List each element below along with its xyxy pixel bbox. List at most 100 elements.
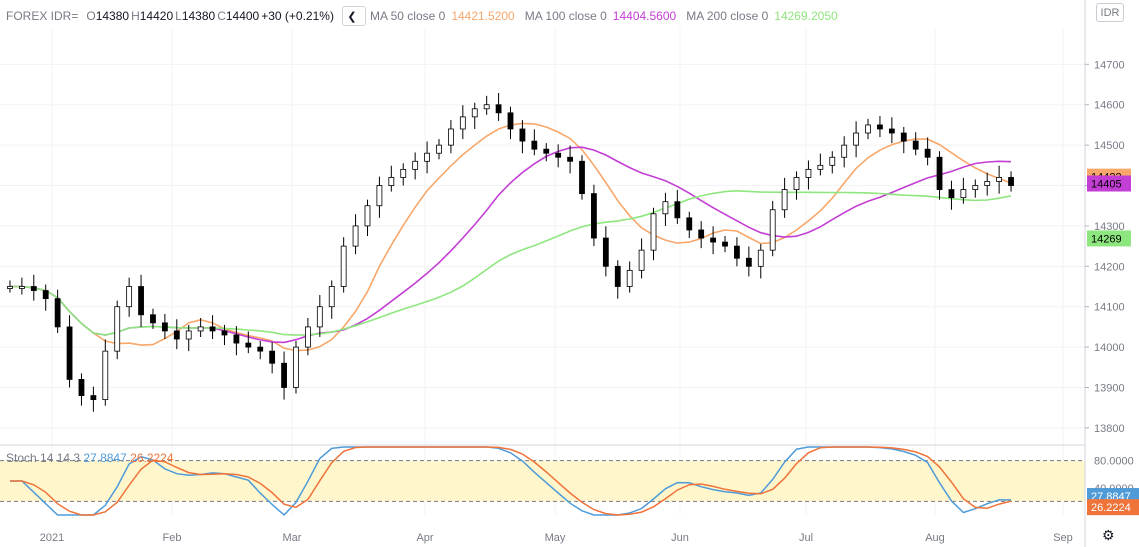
time-axis[interactable]: 2021 Feb Mar Apr May Jun Jul Aug Sep bbox=[40, 532, 1073, 544]
x-tick-label: Jun bbox=[671, 532, 689, 544]
candle-body bbox=[877, 124, 883, 130]
open-value: 14380 bbox=[95, 9, 130, 23]
candle-body bbox=[185, 330, 192, 340]
high-label: H bbox=[131, 9, 140, 23]
candle-body bbox=[90, 395, 97, 401]
candle-body bbox=[555, 152, 562, 158]
candle-body bbox=[340, 245, 347, 287]
candle-body bbox=[1008, 177, 1014, 186]
chart-grid bbox=[0, 28, 1085, 515]
candle-body bbox=[686, 217, 693, 231]
y-tick-label: 13900 bbox=[1094, 382, 1125, 394]
currency-button[interactable]: IDR bbox=[1096, 3, 1124, 22]
candle-body bbox=[54, 298, 61, 328]
y-tick-label: 14300 bbox=[1094, 221, 1125, 233]
y-tick-label: 13800 bbox=[1094, 423, 1125, 435]
candle-body bbox=[948, 189, 955, 199]
candle-body bbox=[900, 132, 907, 142]
candle-body bbox=[126, 286, 133, 308]
ma200-value: 14269.2050 bbox=[774, 9, 838, 23]
candle-body bbox=[388, 177, 395, 186]
candle-body bbox=[829, 156, 836, 166]
change-value: +30 (+0.21%) bbox=[261, 9, 334, 23]
low-label: L bbox=[175, 9, 182, 23]
candle-body bbox=[233, 334, 240, 344]
candle-body bbox=[448, 128, 454, 146]
candle-body bbox=[602, 237, 609, 267]
candle-body bbox=[996, 177, 1003, 182]
symbol-name[interactable]: FOREX IDR= bbox=[6, 9, 79, 23]
y-tick-label: 14700 bbox=[1094, 59, 1125, 71]
candle-body bbox=[769, 209, 776, 251]
stoch-lines bbox=[10, 446, 1012, 517]
candle-body bbox=[412, 160, 419, 170]
stoch-d-badge-label: 26.2224 bbox=[1091, 502, 1131, 514]
y-tick-label: 14500 bbox=[1094, 140, 1125, 152]
candle-body bbox=[936, 156, 943, 190]
y-tick-label: 14000 bbox=[1094, 342, 1125, 354]
candle-body bbox=[805, 168, 812, 178]
candle-body bbox=[841, 144, 848, 158]
candle-body bbox=[519, 128, 526, 142]
candle-body bbox=[328, 286, 335, 308]
x-tick-label: 2021 bbox=[40, 532, 64, 544]
candle-body bbox=[579, 160, 585, 195]
price-badge-label: 14269 bbox=[1091, 233, 1122, 245]
ma50-label[interactable]: MA 50 close 0 bbox=[369, 9, 446, 23]
candle-body bbox=[376, 185, 383, 207]
stoch-d-line bbox=[10, 446, 1012, 516]
collapse-legend-button[interactable]: ❮ bbox=[341, 6, 366, 26]
price-badge bbox=[1087, 230, 1131, 247]
candle-body bbox=[257, 346, 264, 352]
candle-body bbox=[352, 225, 359, 247]
candle-body bbox=[66, 326, 73, 380]
candle-body bbox=[888, 128, 895, 134]
x-tick-label: Aug bbox=[925, 532, 945, 544]
candle-body bbox=[722, 241, 728, 247]
y-tick-label: 14100 bbox=[1094, 302, 1125, 314]
candle-body bbox=[745, 257, 752, 267]
candle-body bbox=[710, 237, 716, 243]
candle-body bbox=[436, 144, 442, 154]
x-tick-label: Jul bbox=[799, 532, 813, 544]
candle-body bbox=[734, 245, 740, 259]
stoch-k-value: 27.8847 bbox=[83, 451, 127, 465]
candle-body bbox=[42, 290, 49, 300]
x-tick-label: Apr bbox=[416, 532, 433, 544]
candle-body bbox=[459, 116, 466, 130]
price-axis[interactable]: 1470014600145001440014300142001410014000… bbox=[1085, 59, 1125, 435]
gear-icon[interactable]: ⚙ bbox=[1102, 527, 1115, 543]
x-tick-label: Mar bbox=[283, 532, 302, 544]
candle-body bbox=[424, 152, 430, 162]
candle-body bbox=[793, 177, 800, 190]
y-tick-label: 14200 bbox=[1094, 261, 1125, 273]
candle-body bbox=[960, 189, 967, 199]
candle-body bbox=[150, 314, 156, 324]
ma100-value: 14404.5600 bbox=[612, 9, 677, 23]
ma200-label[interactable]: MA 200 close 0 bbox=[686, 9, 769, 23]
ma100-label[interactable]: MA 100 close 0 bbox=[524, 9, 607, 23]
stoch-axis-label: 80.0000 bbox=[1094, 456, 1134, 468]
x-tick-label: Feb bbox=[163, 532, 182, 544]
candle-body bbox=[650, 213, 657, 251]
stoch-d-badge bbox=[1087, 499, 1139, 516]
high-value: 14420 bbox=[139, 9, 174, 23]
price-badge-label: 14405 bbox=[1091, 179, 1122, 191]
candle-body bbox=[221, 330, 228, 336]
candle-body bbox=[495, 104, 502, 114]
candlesticks bbox=[7, 93, 1014, 412]
candle-body bbox=[698, 229, 705, 239]
stoch-band bbox=[0, 460, 1085, 502]
stoch-label[interactable]: Stoch 14 14 3 bbox=[6, 451, 81, 465]
candle-body bbox=[567, 156, 573, 162]
x-tick-label: May bbox=[545, 532, 566, 544]
x-tick-label: Sep bbox=[1053, 532, 1073, 544]
candle-body bbox=[972, 185, 979, 190]
candle-body bbox=[281, 362, 287, 388]
candle-body bbox=[924, 148, 931, 158]
candle-body bbox=[161, 322, 168, 332]
open-label: O bbox=[86, 9, 96, 23]
stoch-d-value: 26.2224 bbox=[130, 451, 174, 465]
